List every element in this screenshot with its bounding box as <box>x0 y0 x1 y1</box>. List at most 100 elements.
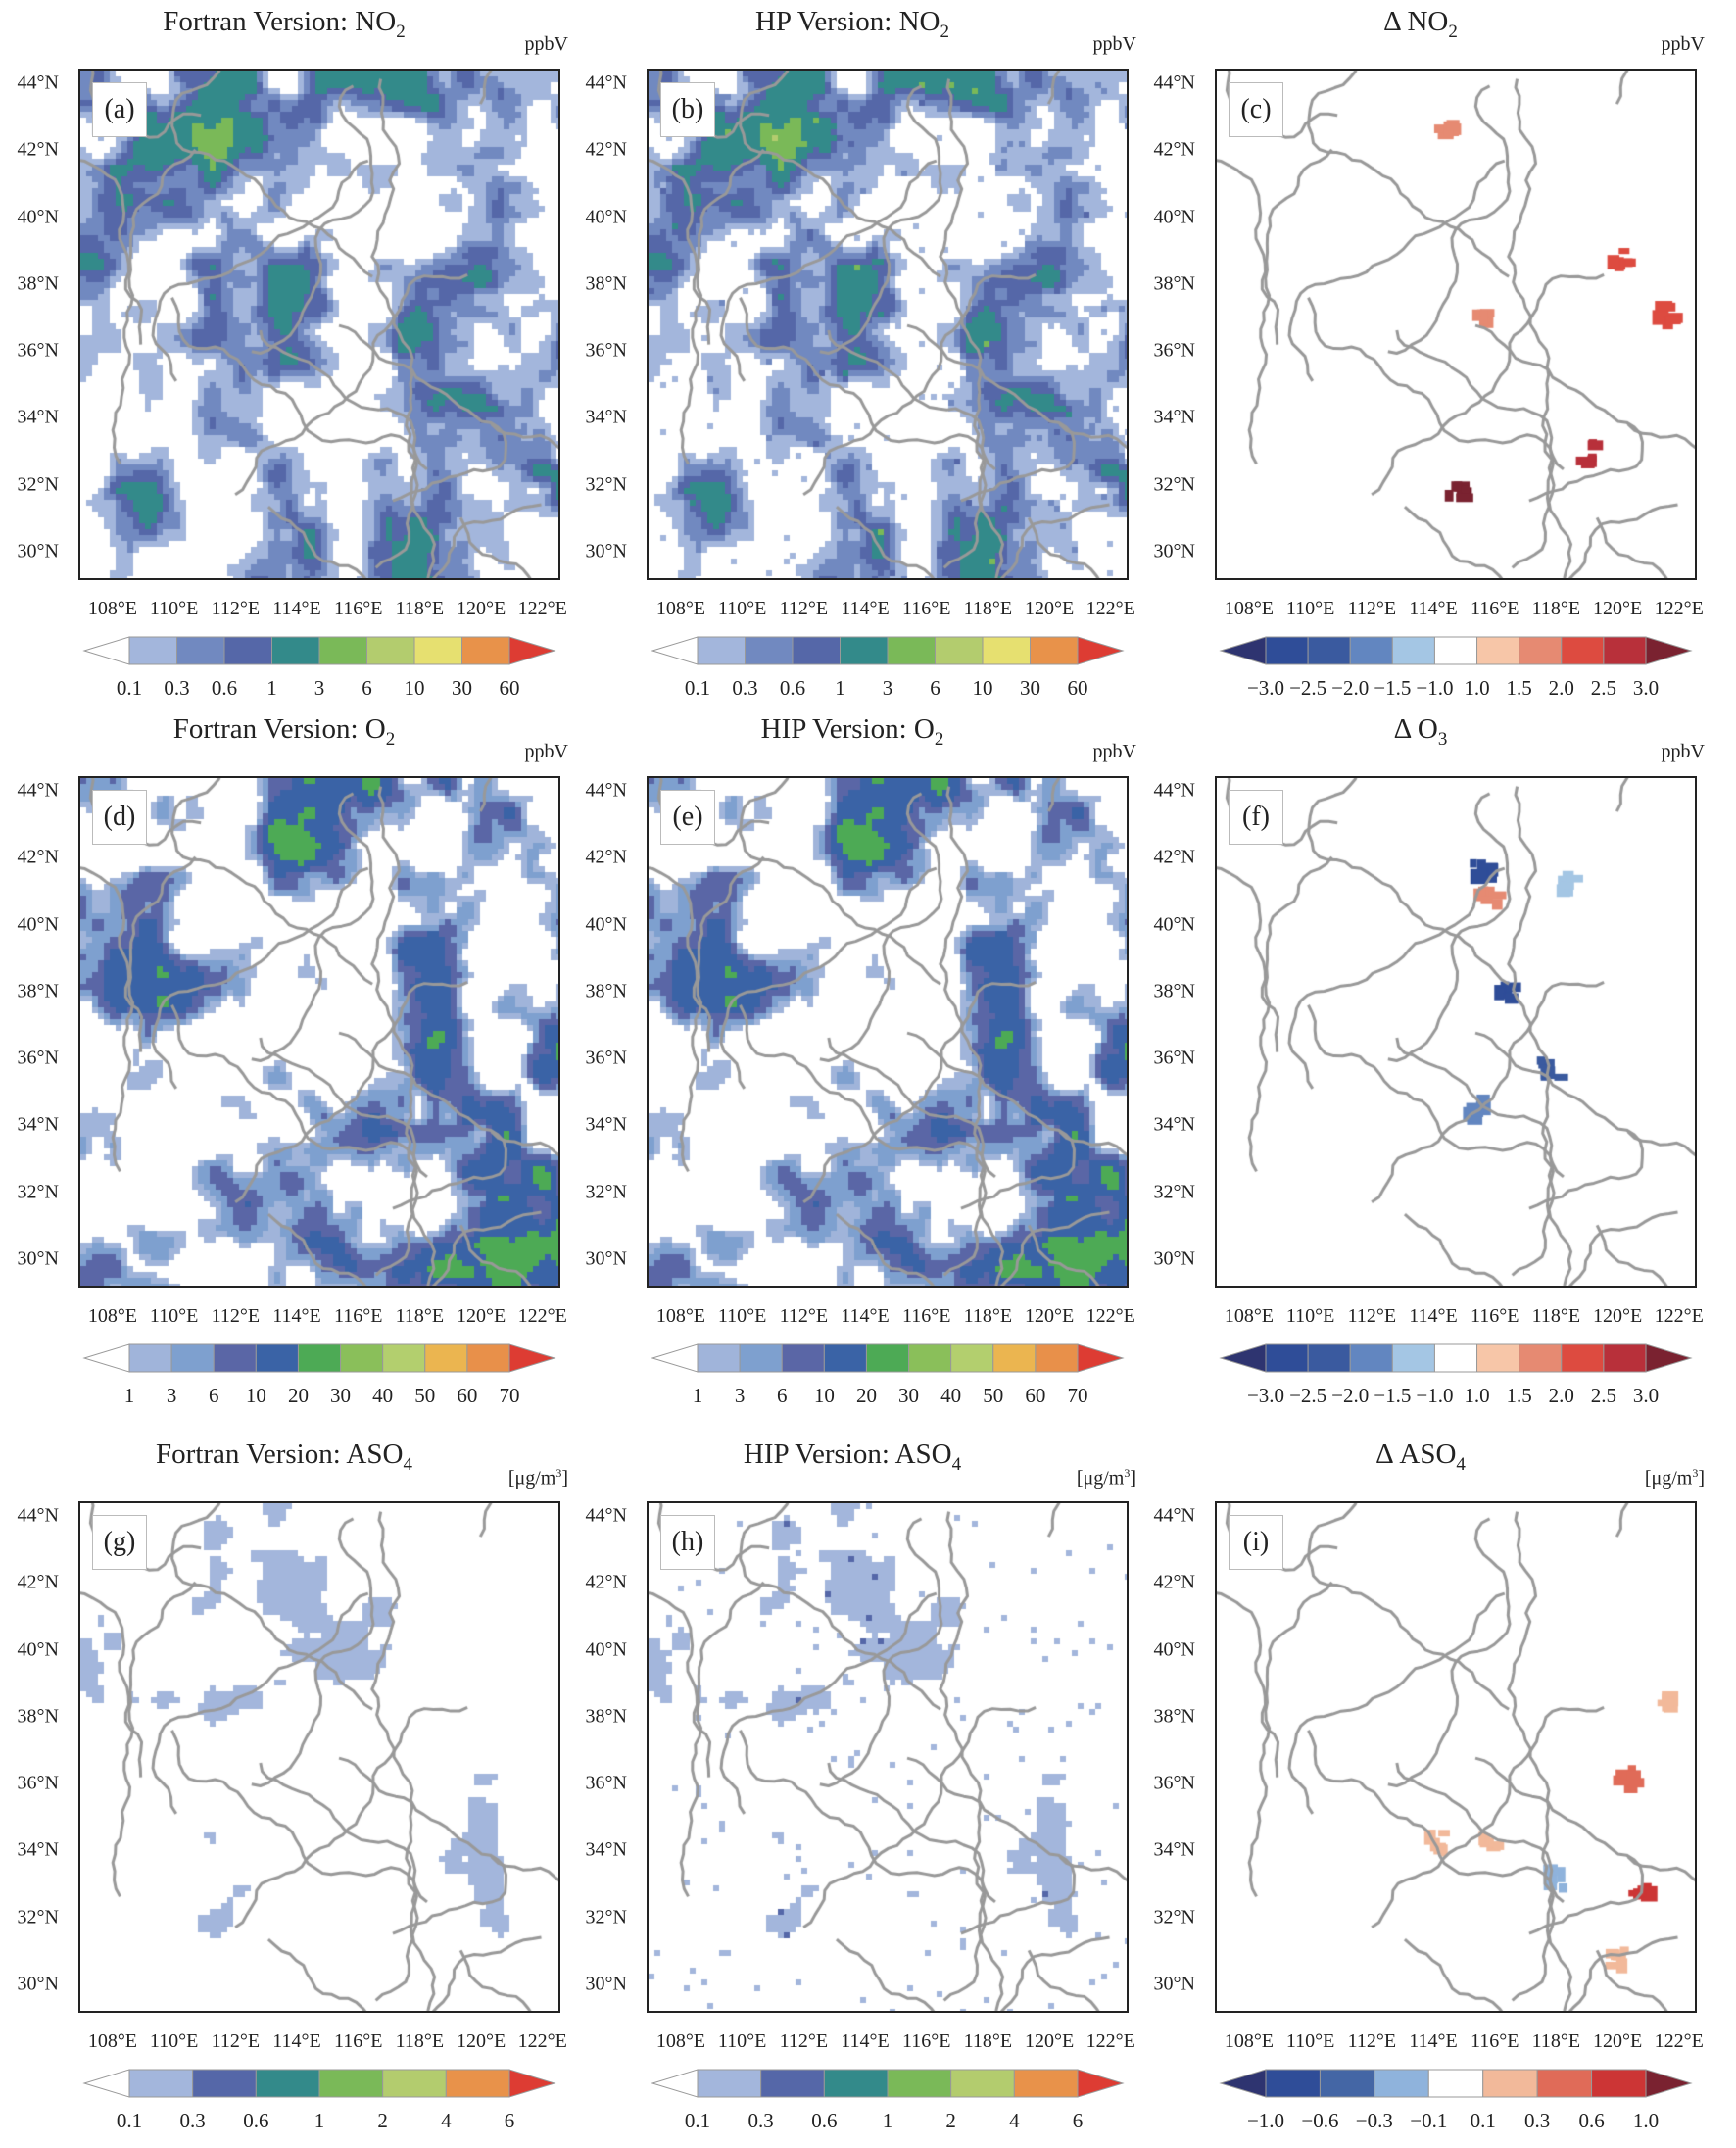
lat-label: 32°N <box>17 1906 59 1928</box>
lat-label: 40°N <box>585 206 627 228</box>
lon-label: 114°E <box>272 1305 321 1327</box>
colorbar-graphic <box>82 1343 556 1373</box>
lat-label: 38°N <box>585 1705 627 1728</box>
colorbar-under-triangle <box>82 1343 130 1373</box>
map-area[interactable]: (a) <box>78 69 560 580</box>
colorbar-tick-label: 30 <box>1020 676 1040 700</box>
colorbar-swatch <box>1035 1343 1079 1373</box>
colorbar: 1 3 6 10 20 30 40 50 60 70 <box>651 1341 1125 1407</box>
map-panel: Δ ASO4 [μg/m3] (i) 44°N 42°N 40°N 38°N 36°N 34°N… <box>1136 1437 1705 2142</box>
panel-title-text: Δ O <box>1393 713 1438 745</box>
lon-label: 122°E <box>1654 2030 1704 2052</box>
map-area[interactable]: (c) <box>1215 69 1697 580</box>
lat-label: 44°N <box>17 72 59 94</box>
lon-label: 118°E <box>395 2030 445 2052</box>
map-area[interactable]: (f) <box>1215 776 1697 1288</box>
map-canvas[interactable] <box>649 778 1127 1286</box>
colorbar-tick-label: 10 <box>404 676 425 700</box>
colorbar-swatch <box>781 1343 825 1373</box>
lon-label: 114°E <box>1409 1305 1458 1327</box>
colorbar-tick-label: 4 <box>1009 2109 1020 2132</box>
colorbar-over-triangle <box>1645 636 1693 665</box>
colorbar-swatch <box>792 636 841 665</box>
panel-tag: (i) <box>1229 1515 1283 1570</box>
colorbar-over-triangle <box>1077 636 1125 665</box>
lon-label: 108°E <box>87 2030 138 2052</box>
colorbar-tick-label: 6 <box>208 1384 219 1407</box>
map-area[interactable]: (i) <box>1215 1501 1697 2013</box>
lat-label: 40°N <box>17 1638 59 1661</box>
colorbar-swatch <box>255 2069 320 2098</box>
colorbar-swatch <box>1265 1343 1309 1373</box>
map-canvas[interactable] <box>80 71 558 578</box>
lon-label: 108°E <box>1224 598 1275 619</box>
lon-label: 118°E <box>1531 1305 1581 1327</box>
map-panel: Fortran Version: ASO4 [μg/m3] (g) 44°N 42°N 4… <box>0 1437 568 2142</box>
colorbar-swatch <box>1519 636 1563 665</box>
colorbar-tick-label: 0.1 <box>684 2109 711 2132</box>
colorbar-under-triangle <box>82 2069 130 2098</box>
map-canvas[interactable] <box>1217 71 1695 578</box>
colorbar-swatch <box>823 1343 867 1373</box>
colorbar-tick-label: 20 <box>287 1384 309 1407</box>
colorbar-swatch <box>887 636 936 665</box>
lon-label: 110°E <box>1285 598 1335 619</box>
map-canvas[interactable] <box>649 1503 1127 2011</box>
map-area[interactable]: (e) <box>647 776 1129 1288</box>
panel-title: HIP Version: O2 <box>568 711 1136 750</box>
colorbar-tick-label: 60 <box>1025 1384 1046 1407</box>
lon-label: 118°E <box>395 1305 445 1327</box>
lon-label: 116°E <box>1470 1305 1519 1327</box>
map-area[interactable]: (g) <box>78 1501 560 2013</box>
colorbar-swatch <box>1307 1343 1351 1373</box>
colorbar-tick-label: 1.0 <box>1464 676 1490 700</box>
map-canvas[interactable] <box>80 1503 558 2011</box>
lon-label: 122°E <box>1085 2030 1135 2052</box>
lon-label: 120°E <box>1024 1305 1075 1327</box>
colorbar-swatch <box>1307 636 1351 665</box>
lon-label: 116°E <box>901 1305 951 1327</box>
unit-text: ppbV <box>524 33 568 55</box>
lat-label: 30°N <box>585 540 627 562</box>
colorbar-graphic <box>1219 1343 1693 1373</box>
colorbar-tick-label: 1.5 <box>1506 1384 1532 1407</box>
colorbar-tick-label: 0.3 <box>164 676 190 700</box>
colorbar-tick-label: −3.0 <box>1246 1384 1285 1407</box>
colorbar-tick-label: 10 <box>813 1384 835 1407</box>
colorbar-swatch <box>1391 1343 1435 1373</box>
lat-label: 34°N <box>585 406 627 428</box>
colorbar-swatch <box>461 636 510 665</box>
colorbar: −1.0 −0.6 −0.3 −0.1 0.1 0.3 0.6 1.0 <box>1219 2066 1693 2132</box>
colorbar-tick-label: 4 <box>441 2109 452 2132</box>
map-canvas[interactable] <box>80 778 558 1286</box>
colorbar-tick-label: 1 <box>835 676 845 700</box>
colorbar-graphic <box>1219 2069 1693 2098</box>
lat-label: 32°N <box>585 1906 627 1928</box>
lon-label: 108°E <box>1224 2030 1275 2052</box>
colorbar-under-triangle <box>1219 636 1267 665</box>
lat-label: 44°N <box>585 72 627 94</box>
map-canvas[interactable] <box>1217 778 1695 1286</box>
colorbar-swatch <box>745 636 794 665</box>
map-area[interactable]: (h) <box>647 1501 1129 2013</box>
unit-sup: 3 <box>1124 1466 1131 1480</box>
lat-label: 30°N <box>1153 540 1195 562</box>
colorbar-tick-label: 0.6 <box>779 676 806 700</box>
unit-text: ppbV <box>1661 741 1705 762</box>
colorbar-swatch <box>1603 1343 1647 1373</box>
map-area[interactable]: (d) <box>78 776 560 1288</box>
map-canvas[interactable] <box>1217 1503 1695 2011</box>
colorbar-graphic <box>82 2069 556 2098</box>
map-canvas[interactable] <box>649 71 1127 578</box>
unit-text: [μg/m <box>1076 1467 1125 1489</box>
colorbar-swatch <box>318 2069 384 2098</box>
map-area[interactable]: (b) <box>647 69 1129 580</box>
colorbar-swatch <box>213 1343 257 1373</box>
lon-label: 112°E <box>211 2030 261 2052</box>
colorbar-tick-label: 1.0 <box>1632 2109 1660 2132</box>
colorbar-swatch <box>128 1343 172 1373</box>
panel-title: Δ NO2 <box>1136 4 1705 42</box>
lat-label: 38°N <box>585 980 627 1002</box>
lat-label: 42°N <box>1153 1571 1195 1593</box>
colorbar-tick-label: 0.1 <box>116 676 143 700</box>
